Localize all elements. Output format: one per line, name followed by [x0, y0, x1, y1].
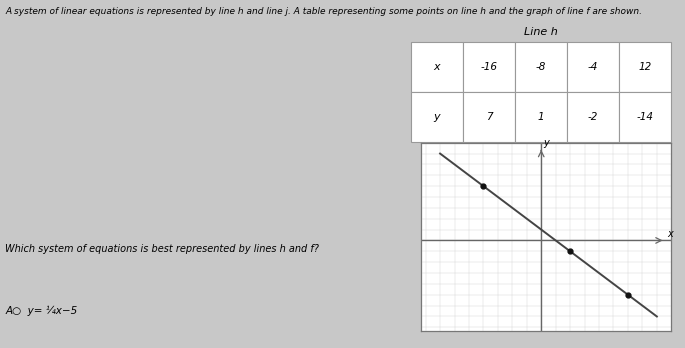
Text: Line h: Line h [524, 26, 558, 37]
Text: 1: 1 [538, 112, 545, 122]
Text: A system of linear equations is represented by line h and line j. A table repres: A system of linear equations is represen… [5, 7, 643, 16]
Bar [411, 92, 463, 142]
Text: -16: -16 [481, 62, 497, 72]
Text: 7: 7 [486, 112, 493, 122]
Text: x: x [668, 229, 673, 239]
Bar [411, 42, 463, 92]
Text: 12: 12 [638, 62, 652, 72]
Bar [567, 42, 619, 92]
Bar [619, 42, 671, 92]
Bar [463, 92, 515, 142]
Text: -2: -2 [588, 112, 599, 122]
Text: A○  y= ¼x−5: A○ y= ¼x−5 [5, 306, 77, 316]
Text: -14: -14 [637, 112, 653, 122]
Text: y: y [434, 112, 440, 122]
Text: -4: -4 [588, 62, 599, 72]
Bar [463, 42, 515, 92]
Bar [619, 92, 671, 142]
Bar [515, 92, 567, 142]
Text: x: x [434, 62, 440, 72]
Bar [515, 42, 567, 92]
Bar [567, 92, 619, 142]
Text: Which system of equations is best represented by lines h and f?: Which system of equations is best repres… [5, 244, 319, 254]
Text: -8: -8 [536, 62, 547, 72]
Text: y: y [543, 138, 549, 148]
